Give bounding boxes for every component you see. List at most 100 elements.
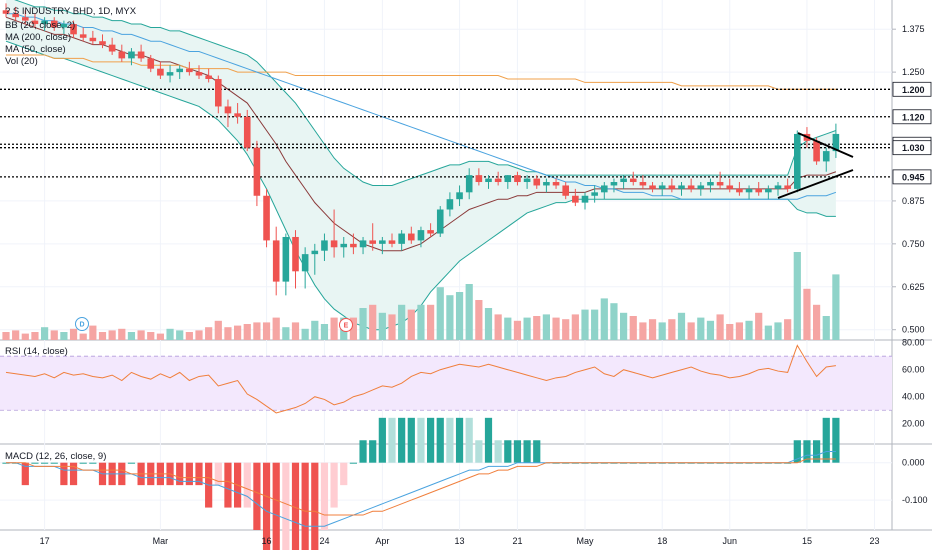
volume-bar	[658, 322, 666, 340]
candle-body	[147, 58, 155, 69]
volume-bar	[639, 322, 647, 340]
macd-histogram-bar	[60, 462, 68, 486]
level-tag	[892, 109, 932, 125]
vol-legend[interactable]: Vol (20)	[5, 56, 38, 67]
candle-body	[137, 51, 145, 59]
volume-bar	[185, 332, 193, 340]
macd-histogram-bar	[465, 417, 473, 463]
rsi-line	[5, 344, 836, 414]
x-tick-label: Apr	[375, 536, 389, 546]
candle-body	[755, 188, 762, 193]
candle-body	[456, 192, 463, 200]
candle-body	[726, 185, 734, 189]
level-tag	[892, 140, 932, 156]
volume-bar	[156, 333, 164, 340]
macd-histogram-bar	[214, 462, 222, 486]
macd-histogram-bar	[803, 440, 811, 463]
volume-bar	[176, 330, 184, 340]
ma50-legend[interactable]: MA (50, close)	[5, 44, 66, 55]
candle-body	[572, 195, 579, 203]
volume-bar	[369, 304, 377, 340]
candle-body	[128, 51, 135, 59]
candle-body	[784, 185, 791, 189]
macd-histogram-bar	[349, 462, 357, 464]
candle-body	[446, 199, 454, 210]
candle-body	[108, 44, 116, 52]
candle-body	[224, 106, 232, 114]
volume-bar	[79, 333, 87, 340]
candle-body	[465, 175, 473, 193]
price-tick-label: 1.250	[902, 67, 925, 77]
candle-body	[504, 175, 512, 183]
candle-body	[668, 185, 676, 189]
candle-body	[330, 240, 338, 248]
volume-bar	[716, 314, 724, 340]
macd-histogram-bar	[243, 462, 251, 508]
event-badge-earnings[interactable]: E	[339, 318, 353, 332]
candle-body	[272, 240, 280, 282]
triangle-lower-trendline[interactable]	[777, 169, 854, 199]
macd-histogram-bar	[301, 462, 309, 550]
macd-histogram-bar	[417, 417, 425, 463]
price-tick-label: 0.875	[902, 196, 925, 206]
volume-bar	[436, 287, 444, 340]
volume-bar	[330, 317, 338, 340]
price-tick-label: 0.500	[902, 325, 925, 335]
volume-bar	[813, 304, 821, 340]
candle-body	[176, 68, 183, 73]
volume-bar	[591, 309, 599, 340]
triangle-upper-trendline[interactable]	[797, 132, 854, 158]
candle-body	[514, 175, 521, 183]
macd-histogram-bar	[455, 417, 464, 463]
rsi-tick-label: 80.00	[902, 338, 925, 348]
macd-histogram-bar	[224, 462, 232, 508]
macd-histogram-bar	[340, 462, 348, 486]
candle-body	[620, 178, 627, 183]
volume-bar	[282, 327, 290, 340]
candle-body	[60, 24, 68, 28]
candle-body	[186, 68, 193, 73]
symbol-title[interactable]: ? S INDUSTRY BHD, 1D, MYX	[5, 6, 137, 17]
event-badge-dividend[interactable]: D	[75, 317, 89, 331]
x-tick-label: 23	[869, 536, 879, 546]
volume-bar	[648, 319, 657, 340]
x-tick-label: May	[576, 536, 594, 546]
macd-histogram-bar	[446, 417, 454, 463]
volume-bar	[610, 303, 618, 340]
volume-bar	[764, 325, 772, 340]
ma200-legend[interactable]: MA (200, close)	[5, 32, 71, 43]
macd-signal-line	[6, 458, 836, 516]
bb-legend[interactable]: BB (20, close, 2)	[5, 20, 75, 31]
volume-bar	[446, 295, 454, 340]
candle-body	[436, 209, 444, 234]
candle-body	[822, 151, 830, 162]
volume-bar	[234, 325, 242, 340]
volume-bar	[735, 322, 743, 340]
candle-body	[234, 113, 241, 117]
candle-body	[649, 185, 656, 189]
candle-body	[794, 133, 801, 189]
macd-histogram-bar	[832, 417, 840, 463]
candle-body	[243, 116, 251, 148]
candle-body	[639, 182, 647, 186]
bb-upper-line	[14, 0, 837, 186]
level-tag-label: 1.120	[902, 112, 925, 122]
volume-bar	[388, 314, 396, 340]
candle-body	[552, 182, 560, 186]
candle-body	[523, 178, 531, 183]
moving-averages	[6, 13, 837, 200]
volume-bar	[224, 327, 232, 340]
axes: 17 Mar 16 24 Apr 13 21 May 18 Jun 15 23 1.375 1.250 0.…	[40, 24, 928, 546]
macd-histogram-bar	[436, 417, 444, 463]
rsi-polyline	[5, 344, 836, 414]
candle-body	[388, 240, 396, 244]
volume-bar	[359, 308, 367, 340]
macd-legend[interactable]: MACD (12, 26, close, 9)	[5, 451, 106, 462]
rsi-legend[interactable]: RSI (14, close)	[5, 346, 68, 357]
triangle-pattern[interactable]	[777, 132, 854, 199]
volume-bar	[668, 319, 676, 340]
macd-histogram-bar	[262, 462, 271, 550]
volume-bar	[147, 332, 155, 340]
